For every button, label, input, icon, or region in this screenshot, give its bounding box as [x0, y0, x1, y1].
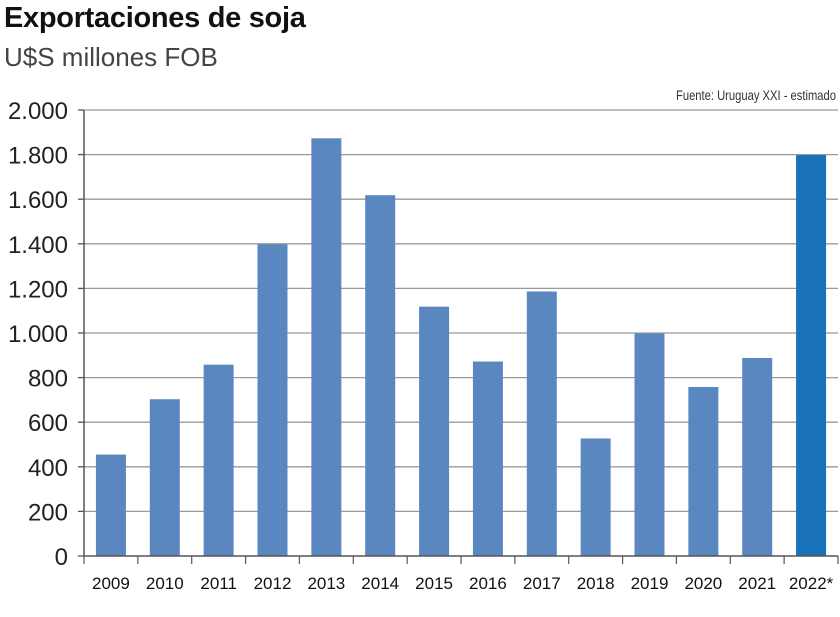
y-tick-label: 1.400 [8, 232, 68, 259]
y-tick-label: 800 [28, 366, 68, 393]
x-tick-label: 2022* [789, 574, 834, 593]
bar-2021 [742, 357, 773, 556]
x-tick-label: 2019 [631, 574, 669, 593]
grid-lines [84, 109, 838, 513]
bar-2010 [149, 399, 180, 556]
x-tick-label: 2021 [738, 574, 776, 593]
chart-subtitle: U$S millones FOB [4, 42, 218, 72]
x-tick-label: 2015 [415, 574, 453, 593]
bar-2019 [634, 333, 665, 556]
x-tick-label: 2009 [92, 574, 130, 593]
x-tick-label: 2020 [684, 574, 722, 593]
bar-2016 [472, 361, 503, 556]
x-tick-label: 2010 [146, 574, 184, 593]
y-tick-label: 1.800 [8, 143, 68, 170]
y-tick-label: 1.000 [8, 321, 68, 348]
chart-title: Exportaciones de soja [4, 2, 306, 34]
y-tick-label: 0 [55, 544, 68, 571]
x-tick-label: 2017 [523, 574, 561, 593]
x-tick-label: 2018 [577, 574, 615, 593]
x-tick-label: 2014 [361, 574, 399, 593]
bar-2012 [257, 244, 288, 556]
bar-2011 [203, 364, 234, 556]
bar-2022 [796, 155, 827, 556]
y-tick-label: 1.600 [8, 187, 68, 214]
x-tick-label: 2013 [307, 574, 345, 593]
bar-2020 [688, 386, 719, 556]
bar-2017 [526, 291, 557, 556]
y-tick-label: 200 [28, 499, 68, 526]
x-tick-label: 2012 [254, 574, 292, 593]
x-tick-label: 2011 [200, 574, 237, 593]
x-tick-label: 2016 [469, 574, 507, 593]
y-axis-ticks: 0 200 400 600 800 1.000 1.200 1.400 1.600 1.800 2.… [8, 98, 84, 571]
bar-2014 [365, 195, 396, 556]
bar-2013 [311, 138, 342, 557]
source-note: Fuente: Uruguay XXI - estimado [676, 87, 836, 103]
bars [95, 138, 827, 557]
y-tick-label: 2.000 [8, 98, 68, 125]
x-axis-ticks: 2009 2010 2011 2012 2013 2014 2015 2016 2017 2018… [83, 556, 839, 593]
y-tick-label: 1.200 [8, 276, 68, 303]
bar-2018 [580, 438, 611, 556]
bar-2009 [95, 454, 126, 556]
y-tick-label: 600 [28, 410, 68, 437]
bar-2015 [419, 306, 450, 556]
y-tick-label: 400 [28, 455, 68, 482]
